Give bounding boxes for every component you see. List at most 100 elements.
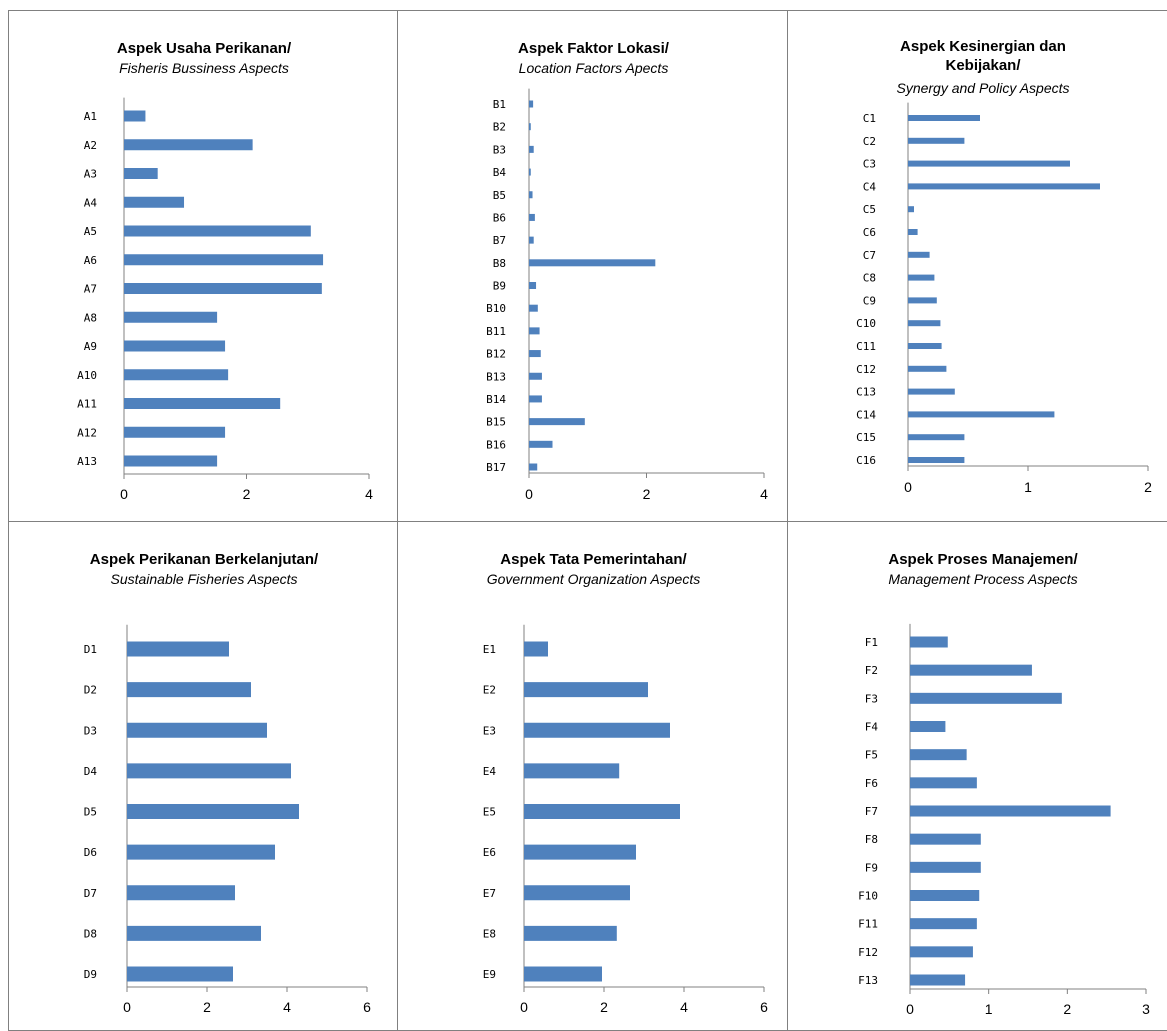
category-label: C6 [863, 226, 876, 239]
x-tick-label: 6 [760, 999, 768, 1015]
chart-title: Aspek Perikanan Berkelanjutan/ [90, 551, 319, 568]
category-label: D8 [84, 927, 97, 940]
category-label: E3 [483, 724, 496, 737]
x-tick-label: 0 [520, 999, 528, 1015]
category-label: B4 [493, 166, 507, 179]
category-label: C1 [863, 112, 876, 125]
bar-f4 [910, 721, 946, 732]
x-tick-label: 3 [1142, 1001, 1150, 1017]
chart-panel-proses-manajemen: Aspek Proses Manajemen/Management Proces… [787, 521, 1167, 1031]
bar-f6 [910, 777, 977, 789]
chart-subtitle: Government Organization Aspects [487, 571, 700, 587]
bar-d6 [127, 844, 275, 860]
bar-c8 [908, 274, 935, 281]
bar-f9 [910, 861, 981, 873]
bar-b4 [529, 168, 531, 176]
bar-a11 [124, 398, 281, 409]
chart-svg: Aspek Faktor Lokasi/Location Factors Ape… [486, 40, 768, 502]
chart-panel-kesinergian-kebijakan: Aspek Kesinergian dan Kebijakan/Synergy a… [787, 10, 1167, 522]
bar-a7 [124, 283, 322, 294]
bar-b1 [529, 100, 534, 108]
category-label: C5 [863, 203, 876, 216]
category-label: B1 [493, 98, 506, 111]
category-label: B17 [486, 461, 506, 474]
chart-svg: Aspek Tata Pemerintahan/Government Organ… [483, 551, 768, 1015]
bar-e8 [524, 925, 617, 941]
bar-b17 [529, 463, 538, 471]
category-label: A6 [84, 254, 97, 267]
chart-subtitle: Location Factors Apects [519, 60, 669, 76]
bar-d2 [127, 682, 251, 698]
bar-f8 [910, 833, 981, 845]
bar-e6 [524, 844, 636, 860]
category-label: B6 [493, 211, 506, 224]
bar-c12 [908, 365, 947, 372]
bar-d8 [127, 925, 261, 941]
bar-d7 [127, 885, 235, 901]
bar-d9 [127, 966, 233, 982]
bar-c10 [908, 320, 941, 327]
category-label: D9 [84, 968, 97, 981]
category-label: A2 [84, 139, 97, 152]
bar-c7 [908, 251, 930, 258]
category-label: D6 [84, 846, 97, 859]
bar-f13 [910, 974, 966, 986]
chart-panel-tata-pemerintahan: Aspek Tata Pemerintahan/Government Organ… [397, 521, 788, 1031]
category-label: A5 [84, 225, 97, 238]
category-label: D7 [84, 887, 97, 900]
x-tick-label: 2 [243, 486, 251, 502]
category-label: B5 [493, 189, 506, 202]
bar-a8 [124, 311, 218, 323]
category-label: F4 [865, 721, 879, 734]
chart-svg: Aspek Proses Manajemen/Management Proces… [858, 551, 1150, 1017]
bar-d4 [127, 763, 291, 779]
chart-title: Aspek Usaha Perikanan/ [117, 40, 292, 57]
category-label: A12 [77, 426, 97, 439]
bar-b7 [529, 236, 534, 244]
bar-c9 [908, 297, 937, 304]
chart-title: Aspek Proses Manajemen/ [888, 551, 1078, 568]
bar-f5 [910, 749, 967, 761]
bar-f1 [910, 636, 948, 648]
category-label: D4 [84, 765, 98, 778]
x-tick-label: 1 [1024, 479, 1032, 495]
bar-e2 [524, 682, 648, 698]
category-label: C2 [863, 135, 876, 148]
x-tick-label: 2 [1144, 479, 1152, 495]
category-label: E8 [483, 927, 496, 940]
chart-title: Aspek Kesinergian dan [900, 38, 1066, 55]
category-label: C3 [863, 158, 876, 171]
bar-e5 [524, 804, 680, 819]
bar-b16 [529, 440, 553, 448]
category-label: C8 [863, 272, 876, 285]
x-tick-label: 2 [203, 999, 211, 1015]
chart-subtitle: Sustainable Fisheries Aspects [110, 571, 297, 587]
bar-b13 [529, 372, 542, 380]
bar-f12 [910, 946, 973, 958]
bar-a9 [124, 340, 226, 352]
bar-c6 [908, 229, 918, 235]
bar-c13 [908, 388, 955, 395]
category-label: F7 [865, 805, 878, 818]
bar-a10 [124, 369, 229, 381]
x-tick-label: 4 [680, 999, 688, 1015]
category-label: E9 [483, 968, 496, 981]
category-label: C9 [863, 294, 876, 307]
category-label: C14 [856, 408, 876, 421]
category-label: F13 [858, 974, 878, 987]
category-label: B14 [486, 393, 506, 406]
category-label: A11 [77, 398, 97, 411]
bar-e3 [524, 722, 670, 738]
category-label: C7 [863, 249, 876, 262]
chart-panel-usaha-perikanan: Aspek Usaha Perikanan/Fisheris Bussiness… [8, 10, 398, 522]
category-label: B13 [486, 370, 506, 383]
bar-b3 [529, 145, 534, 153]
bar-a6 [124, 254, 324, 266]
bar-f10 [910, 890, 980, 901]
bar-f11 [910, 918, 977, 930]
bar-f7 [910, 805, 1111, 817]
chart-subtitle: Management Process Aspects [888, 571, 1077, 587]
category-label: B11 [486, 325, 506, 338]
bar-d3 [127, 722, 267, 738]
x-tick-label: 1 [985, 1001, 993, 1017]
